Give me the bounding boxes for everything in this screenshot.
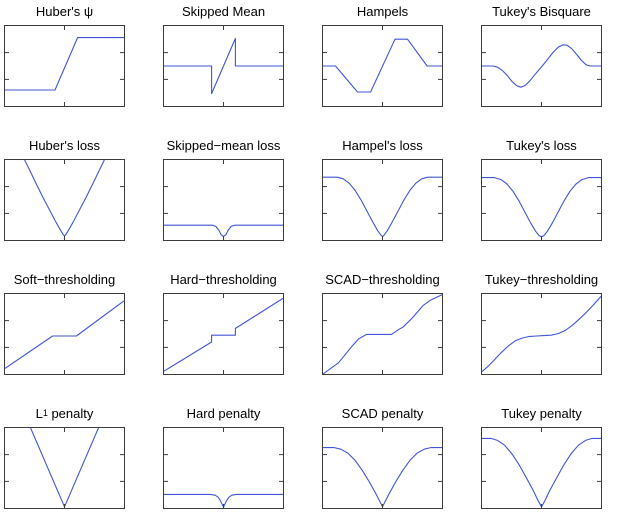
plot-title: Tukey−thresholding — [484, 271, 599, 287]
curve-line — [323, 294, 442, 374]
curve-line — [482, 177, 601, 238]
plot-title: Soft−thresholding — [13, 271, 116, 287]
subplot-tukeys-loss: Tukey's loss — [481, 134, 602, 241]
subplot-hard-penalty: Hard penalty — [163, 402, 284, 509]
curve-line — [323, 176, 442, 237]
subplot-hubers-loss: Huber's loss — [4, 134, 125, 241]
curve-line — [164, 37, 283, 95]
plot-canvas — [164, 428, 283, 508]
plot-frame — [322, 25, 443, 107]
plot-frame — [322, 427, 443, 509]
plot-canvas — [482, 26, 601, 106]
plot-frame — [163, 293, 284, 375]
title-base: L — [35, 405, 43, 421]
plot-canvas — [5, 160, 124, 240]
plot-canvas — [5, 294, 124, 374]
plot-title: SCAD−thresholding — [325, 271, 440, 287]
curve-line — [482, 437, 601, 508]
plot-canvas — [5, 26, 124, 106]
plot-frame — [481, 159, 602, 241]
plot-frame — [163, 427, 284, 509]
plot-title: Hard penalty — [186, 405, 261, 421]
title-subscript: 1 — [42, 407, 48, 418]
plot-frame — [481, 293, 602, 375]
curve-line — [482, 44, 601, 88]
plot-title: Huber's loss — [28, 137, 101, 153]
plot-title: Hampels — [356, 3, 409, 19]
subplot-scad-penalty: SCAD penalty — [322, 402, 443, 509]
plot-title: Tukey penalty — [501, 405, 582, 421]
plot-frame — [4, 293, 125, 375]
curve-line — [5, 37, 124, 91]
plot-canvas — [164, 26, 283, 106]
curve-line — [482, 296, 601, 373]
subplot-tukey-thresholding: Tukey−thresholding — [481, 268, 602, 375]
subplot-scad-thresholding: SCAD−thresholding — [322, 268, 443, 375]
curve-line — [164, 224, 283, 237]
plot-title: Skipped−mean loss — [166, 137, 281, 153]
subplot-hubers-psi: Huber's ψ — [4, 0, 125, 107]
plot-canvas — [164, 294, 283, 374]
subplot-hard-thresholding: Hard−thresholding — [163, 268, 284, 375]
curve-line — [323, 447, 442, 508]
curve-line — [164, 297, 283, 372]
plot-title: SCAD penalty — [341, 405, 424, 421]
plot-title: Hard−thresholding — [170, 271, 277, 287]
subplot-soft-thresholding: Soft−thresholding — [4, 268, 125, 375]
plot-canvas — [323, 428, 442, 508]
curve-line — [24, 160, 105, 237]
plot-frame — [322, 159, 443, 241]
plot-frame — [4, 25, 125, 107]
plot-title: Huber's ψ — [35, 3, 94, 19]
subplot-tukey-penalty: Tukey penalty — [481, 402, 602, 509]
title-rest: penalty — [47, 405, 94, 421]
curve-line — [323, 38, 442, 93]
plot-frame — [322, 293, 443, 375]
plot-frame — [4, 159, 125, 241]
curve-line — [30, 428, 99, 508]
curve-line — [5, 300, 124, 369]
subplot-skipped-mean: Skipped Mean — [163, 0, 284, 107]
subplot-skipped-mean-loss: Skipped−mean loss — [163, 134, 284, 241]
plot-frame — [4, 427, 125, 509]
plot-canvas — [164, 160, 283, 240]
subplot-tukeys-bisquare: Tukey's Bisquare — [481, 0, 602, 107]
figure-grid: Huber's ψ Skipped Mean Hampels Tukey's B… — [4, 0, 602, 509]
plot-canvas — [323, 160, 442, 240]
plot-title: Tukey's Bisquare — [492, 3, 591, 19]
plot-canvas — [482, 160, 601, 240]
plot-title: Skipped Mean — [181, 3, 266, 19]
plot-frame — [163, 25, 284, 107]
plot-canvas — [482, 428, 601, 508]
plot-canvas — [482, 294, 601, 374]
plot-frame — [481, 25, 602, 107]
plot-canvas — [323, 294, 442, 374]
plot-frame — [163, 159, 284, 241]
subplot-hampels-loss: Hampel's loss — [322, 134, 443, 241]
plot-title: Tukey's loss — [506, 137, 577, 153]
plot-title: Hampel's loss — [342, 137, 423, 153]
plot-frame — [481, 427, 602, 509]
subplot-hampels: Hampels — [322, 0, 443, 107]
plot-canvas — [5, 428, 124, 508]
plot-canvas — [323, 26, 442, 106]
